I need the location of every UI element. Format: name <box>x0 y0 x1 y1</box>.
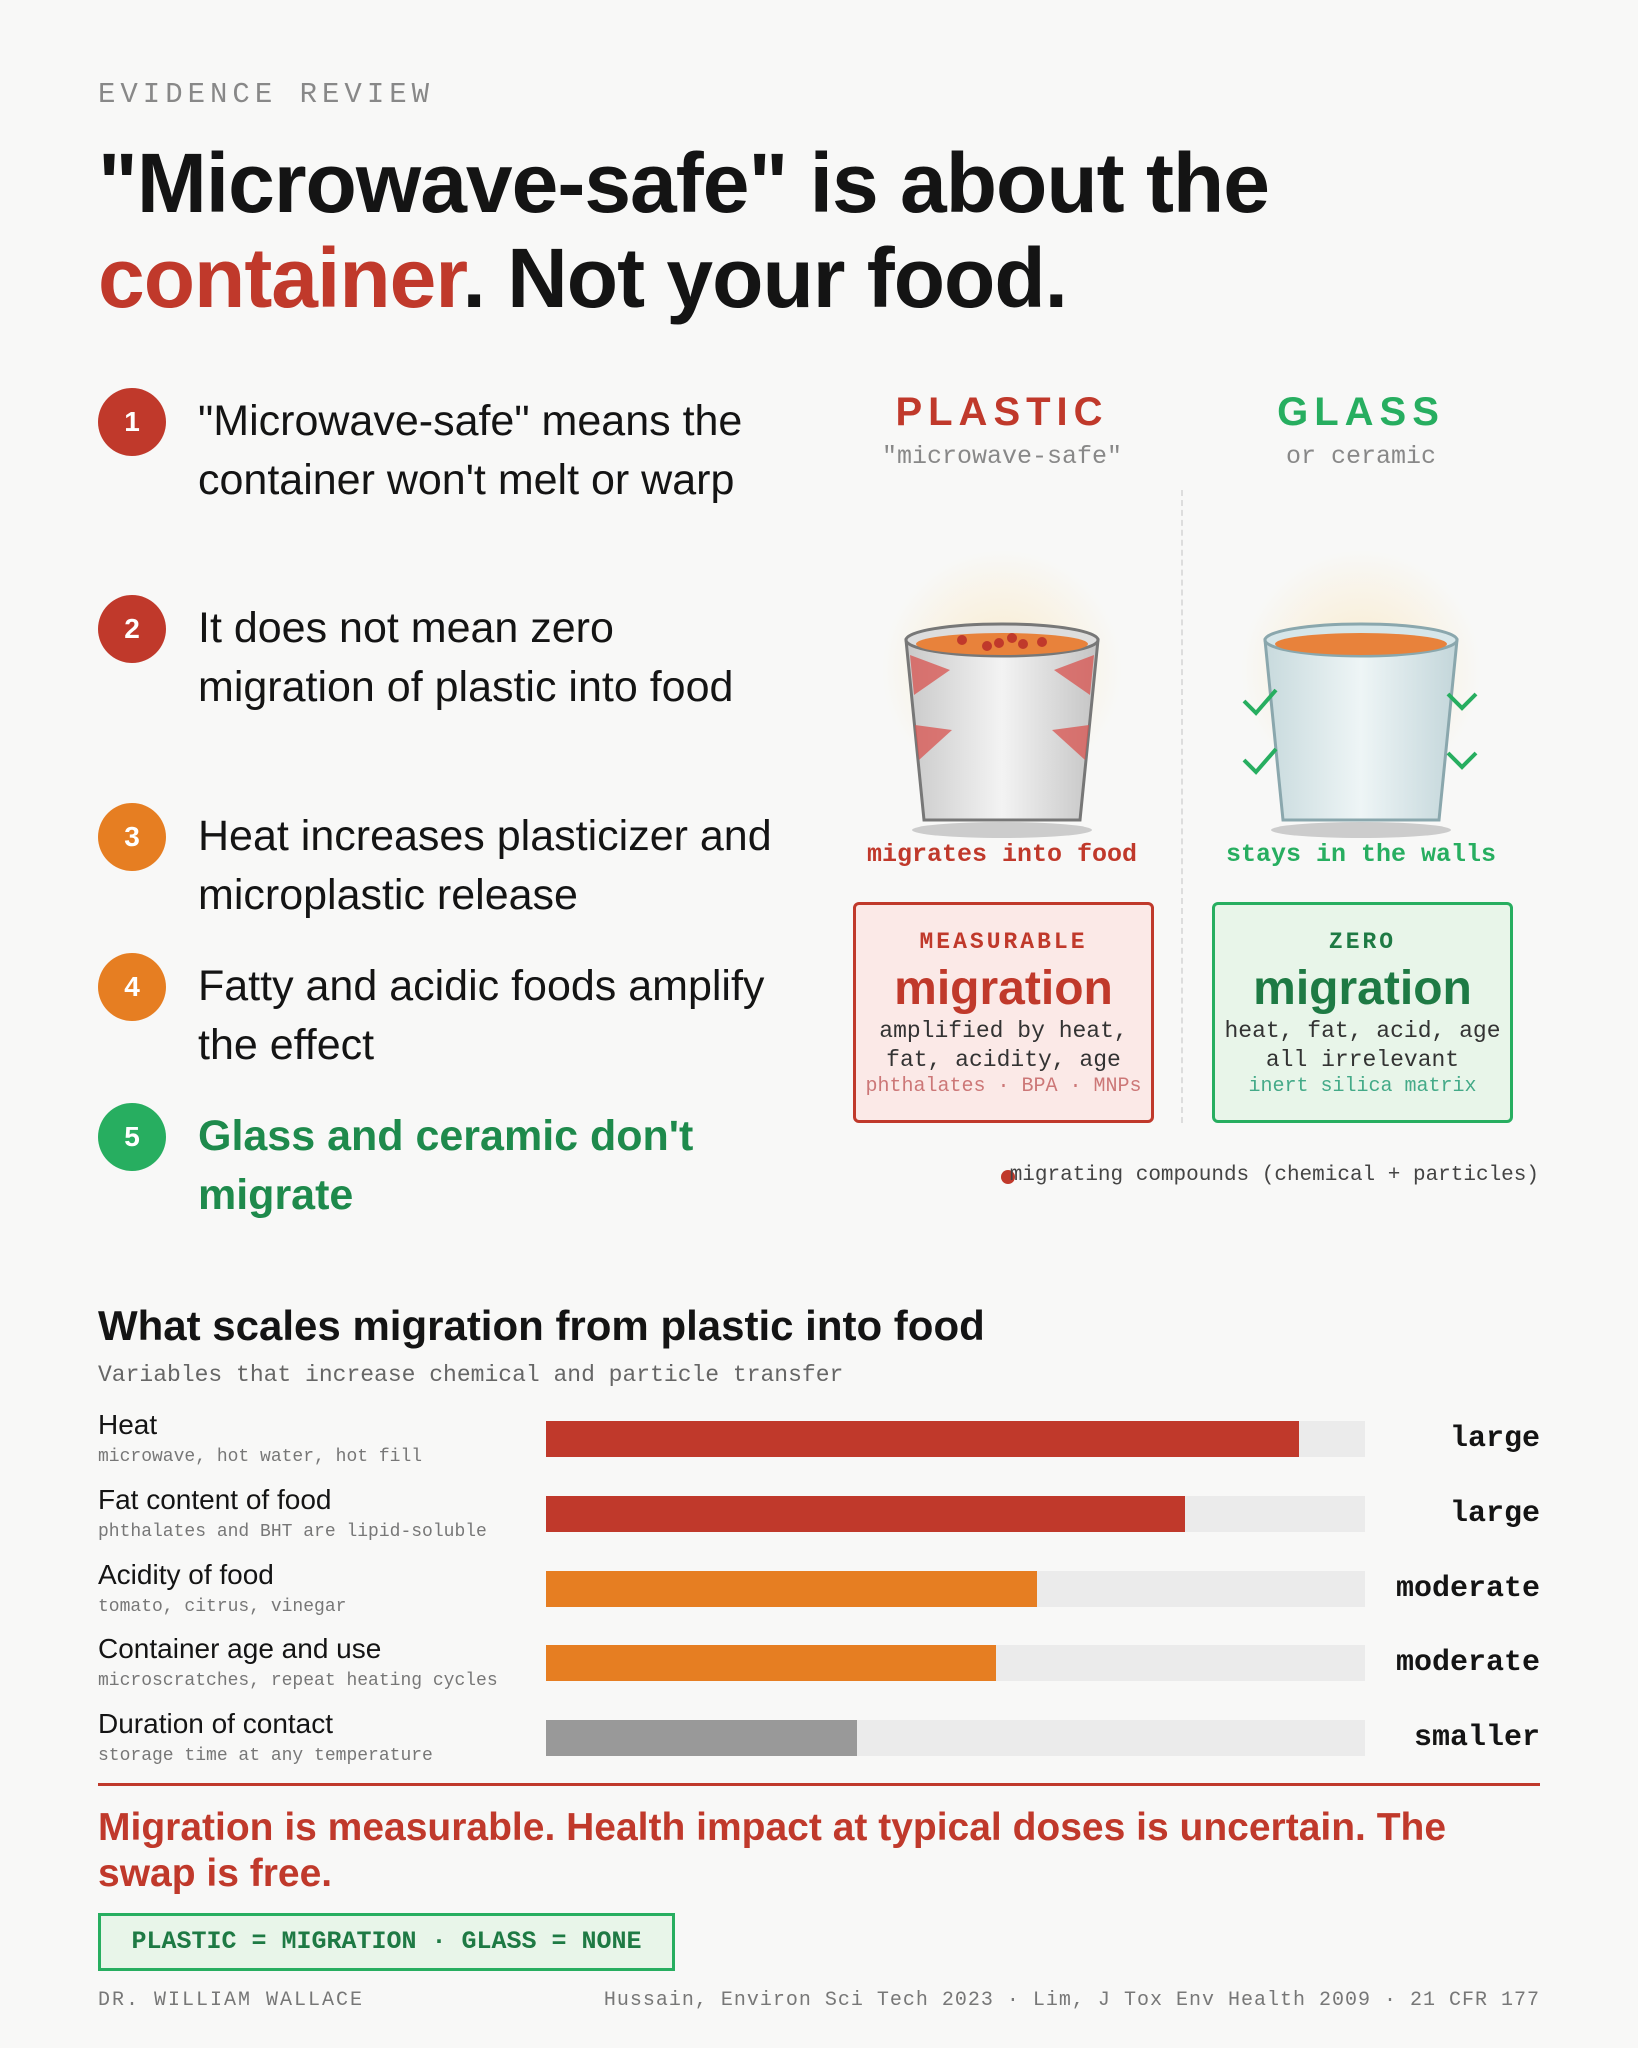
point-number: 1 <box>98 388 166 456</box>
shadow <box>912 822 1092 838</box>
sources: Hussain, Environ Sci Tech 2023 · Lim, J … <box>603 1989 1540 2012</box>
row-label: Container age and use <box>98 1633 382 1665</box>
glass-box: ZERO migration heat, fat, acid, age all … <box>1212 902 1513 1123</box>
headline: "Microwave-safe" is about the container. … <box>98 136 1270 326</box>
row-detail: phthalates and BHT are lipid-soluble <box>98 1521 487 1542</box>
bar <box>546 1570 1038 1607</box>
shadow <box>1271 822 1451 838</box>
box-label: MEASURABLE <box>919 929 1088 955</box>
row-level: large <box>1449 1422 1540 1456</box>
bar-track <box>546 1421 1365 1457</box>
bar <box>546 1495 1185 1532</box>
row-level: moderate <box>1395 1646 1540 1681</box>
bar-track <box>546 1495 1365 1532</box>
headline-rest: . Not your food. <box>462 231 1068 325</box>
plastic-title: PLASTIC <box>895 390 1109 434</box>
migration-arrows <box>910 655 1094 760</box>
box-title: migration <box>894 962 1113 1015</box>
point-text: Heat increases plasticizer and microplas… <box>198 812 772 919</box>
rule <box>98 1783 1540 1786</box>
cup-body <box>1263 638 1459 822</box>
glass-subtitle: or ceramic <box>1285 442 1437 471</box>
bar <box>546 1645 997 1682</box>
box-line: all irrelevant <box>1265 1047 1460 1073</box>
box-note: inert silica matrix <box>1248 1075 1477 1098</box>
point-number: 2 <box>98 595 166 663</box>
glass-title: GLASS <box>1277 390 1445 434</box>
row-detail: storage time at any temperature <box>98 1746 433 1766</box>
bar-track <box>546 1570 1365 1607</box>
tag: PLASTIC = MIGRATION · GLASS = NONE <box>98 1913 675 1971</box>
row-detail: tomato, citrus, vinegar <box>98 1596 347 1617</box>
box-line: fat, acidity, age <box>886 1047 1121 1073</box>
point-text: It does not mean zero migration of plast… <box>198 604 734 711</box>
row-label: Fat content of food <box>98 1483 332 1515</box>
conclusion: Migration is measurable. Health impact a… <box>98 1806 1447 1895</box>
checks <box>1242 688 1478 775</box>
point-text: "Microwave-safe" means the container won… <box>198 397 743 504</box>
row-label: Acidity of food <box>98 1558 274 1590</box>
glass-cup <box>1241 550 1481 838</box>
point-number: 3 <box>98 803 166 871</box>
plastic-cup <box>882 550 1122 838</box>
plastic-subtitle: "microwave-safe" <box>881 442 1123 471</box>
bar-track <box>546 1645 1365 1682</box>
section-title: What scales migration from plastic into … <box>98 1302 985 1349</box>
plastic-caption: migrates into food <box>866 840 1138 869</box>
particles <box>957 633 1047 651</box>
bar <box>546 1421 1300 1457</box>
section-subtitle: Variables that increase chemical and par… <box>98 1362 844 1388</box>
point-number: 4 <box>98 953 166 1021</box>
food <box>1275 633 1447 655</box>
headline-highlight: container <box>98 231 463 325</box>
glass-caption: stays in the walls <box>1225 840 1497 869</box>
headline-line: "Microwave-safe" is about the <box>98 136 1270 230</box>
row-label: Duration of contact <box>98 1708 334 1739</box>
author: DR. WILLIAM WALLACE <box>98 1989 365 2012</box>
row-label: Heat <box>98 1409 158 1440</box>
row-detail: microscratches, repeat heating cycles <box>98 1671 498 1692</box>
box-line: amplified by heat, <box>879 1018 1128 1044</box>
row-level: smaller <box>1413 1721 1540 1755</box>
point-text: Glass and ceramic don't migrate <box>198 1112 694 1219</box>
legend-dot <box>1001 1170 1015 1184</box>
row-detail: microwave, hot water, hot fill <box>98 1447 423 1467</box>
plastic-box: MEASURABLE migration amplified by heat, … <box>853 902 1154 1123</box>
divider <box>1181 490 1183 1123</box>
bar <box>546 1720 858 1756</box>
box-label: ZERO <box>1328 929 1397 955</box>
row-level: large <box>1449 1496 1540 1531</box>
row-level: moderate <box>1395 1571 1540 1606</box>
box-line: heat, fat, acid, age <box>1224 1018 1501 1044</box>
legend-text: migrating compounds (chemical + particle… <box>1009 1164 1539 1187</box>
point-text: Fatty and acidic foods amplify the effec… <box>198 962 765 1069</box>
box-note: phthalates · BPA · MNPs <box>865 1075 1142 1098</box>
point-number: 5 <box>98 1103 166 1171</box>
kicker: EVIDENCE REVIEW <box>98 78 435 111</box>
box-title: migration <box>1253 962 1472 1015</box>
bar-track <box>546 1720 1365 1756</box>
